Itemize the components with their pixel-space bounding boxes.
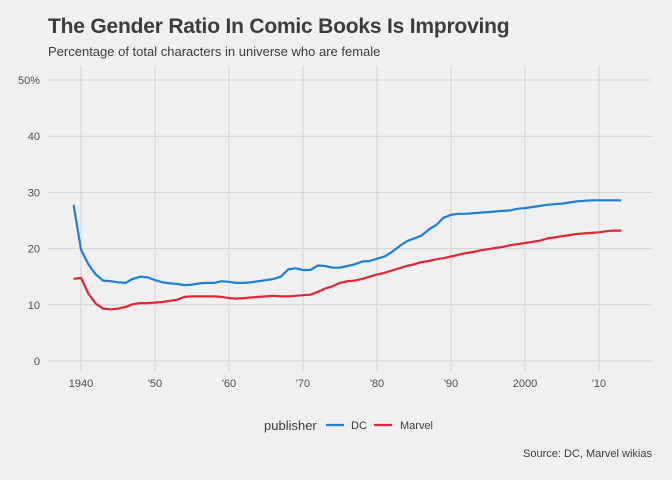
source-caption: Source: DC, Marvel wikias — [523, 448, 652, 460]
x-tick-label: '70 — [296, 378, 310, 390]
x-tick-label: '80 — [370, 378, 384, 390]
legend: publisher DC Marvel — [264, 418, 433, 433]
y-axis-ticks: 0 10 20 30 40 50% — [18, 75, 40, 368]
y-tick-label: 30 — [28, 187, 40, 199]
y-tick-label: 50% — [18, 75, 40, 87]
x-tick-label: '50 — [148, 378, 162, 390]
y-tick-label: 20 — [28, 244, 40, 256]
series-line-marvel — [73, 229, 622, 311]
y-tick-label: 0 — [34, 356, 40, 368]
series-line-dc — [72, 199, 622, 287]
x-tick-label: '10 — [592, 378, 606, 390]
legend-label-dc: DC — [351, 420, 367, 432]
y-tick-label: 10 — [28, 300, 40, 312]
series-lines — [72, 199, 622, 311]
gridlines — [48, 66, 652, 372]
x-tick-label: '60 — [222, 378, 236, 390]
chart-title: The Gender Ratio In Comic Books Is Impro… — [48, 15, 510, 38]
chart-subtitle: Percentage of total characters in univer… — [48, 44, 381, 59]
x-axis-ticks: 1940 '50 '60 '70 '80 '90 2000 '10 — [69, 378, 606, 390]
legend-label-marvel: Marvel — [400, 420, 433, 432]
x-tick-label: 2000 — [513, 378, 537, 390]
x-tick-label: '90 — [444, 378, 458, 390]
legend-title: publisher — [264, 418, 317, 433]
x-tick-label: 1940 — [69, 378, 93, 390]
y-tick-label: 40 — [28, 131, 40, 143]
